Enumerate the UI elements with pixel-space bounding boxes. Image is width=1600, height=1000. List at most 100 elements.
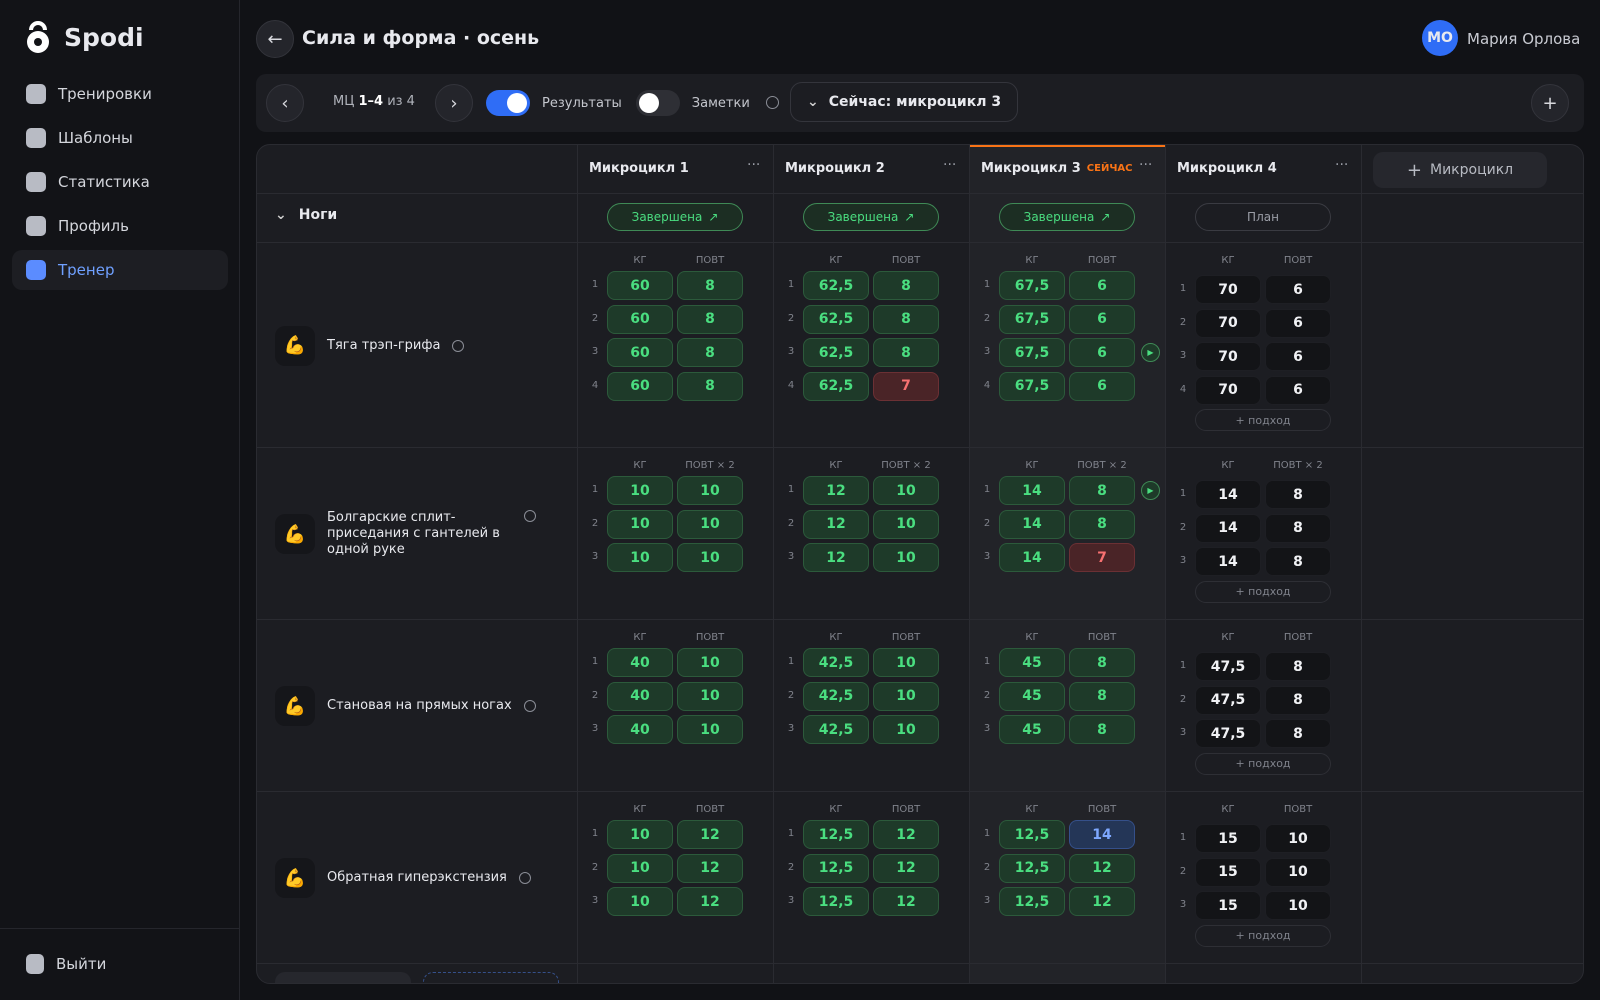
set-cell[interactable]: 8 [1069,715,1135,744]
set-cell[interactable]: 45 [999,681,1065,711]
set-cell[interactable]: 6 [1265,275,1331,304]
set-cell[interactable]: 12 [873,887,939,916]
set-cell[interactable]: 10 [607,509,673,539]
set-cell[interactable]: 40 [607,681,673,711]
set-cell[interactable]: 62,5 [803,271,869,300]
set-cell[interactable]: 12,5 [803,820,869,849]
toggle[interactable] [486,90,530,116]
set-cell[interactable]: 12 [803,476,869,505]
set-cell[interactable]: 8 [1069,476,1135,505]
set-cell[interactable]: 60 [607,338,673,367]
set-cell[interactable]: 70 [1195,375,1261,405]
set-cell[interactable]: 10 [677,543,743,572]
set-cell[interactable]: 8 [1265,547,1331,576]
set-cell[interactable]: 67,5 [999,338,1065,367]
status-pill[interactable]: Завершена ↗ [803,203,939,231]
set-cell[interactable]: 62,5 [803,338,869,367]
set-cell[interactable]: 10 [677,648,743,677]
set-cell[interactable]: 8 [677,338,743,367]
set-cell[interactable]: 47,5 [1195,652,1261,681]
set-cell[interactable]: 10 [873,509,939,539]
set-cell[interactable]: 6 [1265,342,1331,371]
nav-item[interactable]: Тренер [12,250,228,290]
set-cell[interactable]: 62,5 [803,371,869,401]
avatar[interactable]: МО [1422,20,1458,56]
back-button[interactable]: ← [256,20,294,58]
set-cell[interactable]: 12 [677,820,743,849]
set-cell[interactable]: 12,5 [803,887,869,916]
set-cell[interactable]: 47,5 [1195,719,1261,748]
column-menu[interactable]: ··· [1139,157,1153,173]
set-cell[interactable]: 12 [873,853,939,883]
add-set[interactable]: + подход [1195,580,1331,603]
status-pill[interactable]: Завершена ↗ [999,203,1135,231]
add-set[interactable]: + подход [1195,752,1331,775]
set-cell[interactable]: 10 [873,648,939,677]
set-cell[interactable]: 12,5 [999,820,1065,849]
column-menu[interactable]: ··· [943,157,957,173]
set-cell[interactable]: 8 [677,271,743,300]
set-cell[interactable]: 12 [803,509,869,539]
info-icon[interactable] [518,872,531,884]
set-cell[interactable]: 60 [607,304,673,334]
set-cell[interactable]: 70 [1195,275,1261,304]
set-cell[interactable]: 8 [1069,648,1135,677]
set-cell[interactable]: 40 [607,648,673,677]
set-cell[interactable]: 70 [1195,308,1261,338]
set-cell[interactable]: 12,5 [999,887,1065,916]
set-cell[interactable]: 14 [999,543,1065,572]
user-name[interactable]: Мария Орлова [1467,30,1581,48]
logout[interactable]: Выйти [12,944,228,984]
set-cell[interactable]: 10 [607,853,673,883]
set-cell[interactable]: 15 [1195,824,1261,853]
set-cell[interactable]: 12,5 [803,853,869,883]
set-cell[interactable]: 10 [607,543,673,572]
set-cell[interactable]: 10 [873,681,939,711]
column-menu[interactable]: ··· [747,157,761,173]
set-cell[interactable]: 7 [1069,543,1135,572]
nav-item[interactable]: Шаблоны [12,118,228,158]
set-cell[interactable]: 15 [1195,857,1261,887]
status-pill[interactable]: Завершена ↗ [607,203,743,231]
set-cell[interactable]: 10 [677,715,743,744]
set-cell[interactable]: 12 [1069,853,1135,883]
column-menu[interactable]: ··· [1335,157,1349,173]
set-cell[interactable]: 42,5 [803,648,869,677]
set-cell[interactable]: 42,5 [803,715,869,744]
set-cell[interactable]: 12,5 [999,853,1065,883]
set-cell[interactable]: 8 [1265,480,1331,509]
set-cell[interactable]: 47,5 [1195,685,1261,715]
set-cell[interactable]: 14 [999,476,1065,505]
set-cell[interactable]: 42,5 [803,681,869,711]
set-cell[interactable]: 60 [607,371,673,401]
set-cell[interactable]: 6 [1069,271,1135,300]
set-cell[interactable]: 10 [607,887,673,916]
set-cell[interactable]: 40 [607,715,673,744]
set-cell[interactable]: 6 [1069,371,1135,401]
set-cell[interactable]: 10 [677,476,743,505]
set-cell[interactable]: 67,5 [999,271,1065,300]
set-cell[interactable]: 10 [873,543,939,572]
set-cell[interactable]: 12 [873,820,939,849]
set-cell[interactable]: 8 [873,338,939,367]
set-cell[interactable]: 6 [1265,308,1331,338]
set-cell[interactable]: 10 [873,476,939,505]
set-cell[interactable]: 6 [1265,375,1331,405]
prev-button[interactable]: ‹ [266,84,304,122]
set-cell[interactable]: 12 [677,853,743,883]
set-cell[interactable]: 8 [1265,652,1331,681]
set-cell[interactable]: 67,5 [999,304,1065,334]
set-cell[interactable]: 8 [1069,681,1135,711]
set-cell[interactable]: 12 [677,887,743,916]
set-cell[interactable]: 60 [607,271,673,300]
nav-item[interactable]: Профиль [12,206,228,246]
set-cell[interactable]: 8 [873,304,939,334]
set-cell[interactable]: 67,5 [999,371,1065,401]
set-cell[interactable]: 70 [1195,342,1261,371]
set-cell[interactable]: 10 [607,476,673,505]
set-cell[interactable]: 12 [1069,887,1135,916]
set-cell[interactable]: 8 [1265,513,1331,543]
set-cell[interactable]: 8 [873,271,939,300]
set-cell[interactable]: 10 [607,820,673,849]
set-cell[interactable]: 8 [1265,685,1331,715]
